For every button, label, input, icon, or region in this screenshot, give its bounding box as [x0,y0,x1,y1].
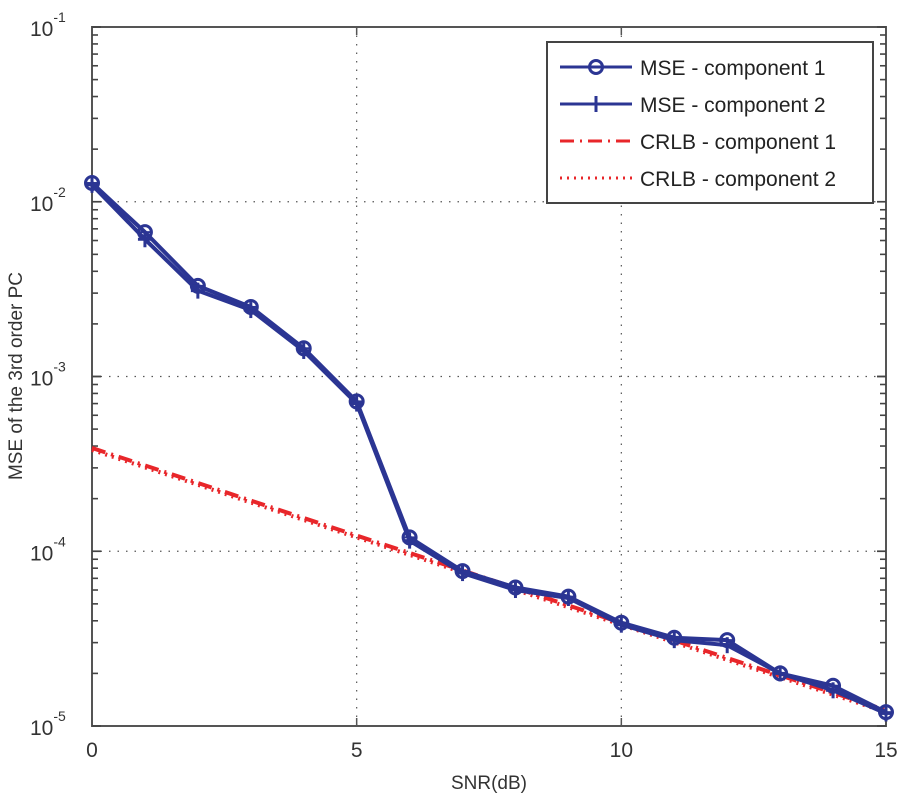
circle-marker [560,588,577,605]
circle-marker [242,298,259,315]
x-tick-label: 10 [610,739,633,762]
legend-item: MSE - component 2 [560,94,826,117]
circle-marker [666,629,683,646]
y-tick-label: 10-1 [30,9,66,41]
circle-marker [189,277,206,294]
series-line [90,183,887,716]
circle-marker [348,393,365,410]
circle-marker [825,677,842,694]
circle-marker [454,563,471,580]
x-axis-label: SNR(dB) [451,773,527,794]
circle-marker [878,704,894,721]
legend-label: CRLB - component 1 [640,131,836,154]
series-group [84,175,894,722]
y-tick-label: 10-3 [30,359,66,391]
circle-marker [613,614,630,631]
series-mse-component-1 [84,175,894,721]
x-tick-label: 5 [351,739,363,762]
legend: MSE - component 1 MSE - component 2 CRLB -… [546,41,874,204]
circle-marker [507,579,524,596]
x-tick-label: 15 [874,739,897,762]
legend-label: CRLB - component 2 [640,168,836,191]
legend-item: MSE - component 1 [560,57,826,80]
circle-marker [401,529,418,546]
circle-marker [136,224,153,241]
x-tick-label: 0 [86,739,98,762]
series-line [90,181,887,714]
series-mse-component-2 [85,176,893,722]
legend-item: CRLB - component 2 [560,168,836,191]
circle-marker [295,340,312,357]
y-axis-label: MSE of the 3rd order PC [6,272,27,480]
axes [91,26,887,727]
circle-marker [84,175,100,192]
legend-label: MSE - component 2 [640,94,826,117]
y-tick-label: 10-5 [30,708,66,740]
grid [92,27,886,726]
circle-marker [719,632,736,649]
circle-marker [772,665,789,682]
circle-marker [588,59,604,75]
y-tick-label: 10-2 [30,184,66,216]
tick-labels: 0 5 10 15 10-5 10-4 10-3 10-2 10-1 [30,9,898,762]
legend-label: MSE - component 1 [640,57,826,80]
y-tick-label: 10-4 [30,533,66,565]
legend-item: CRLB - component 1 [560,131,836,154]
